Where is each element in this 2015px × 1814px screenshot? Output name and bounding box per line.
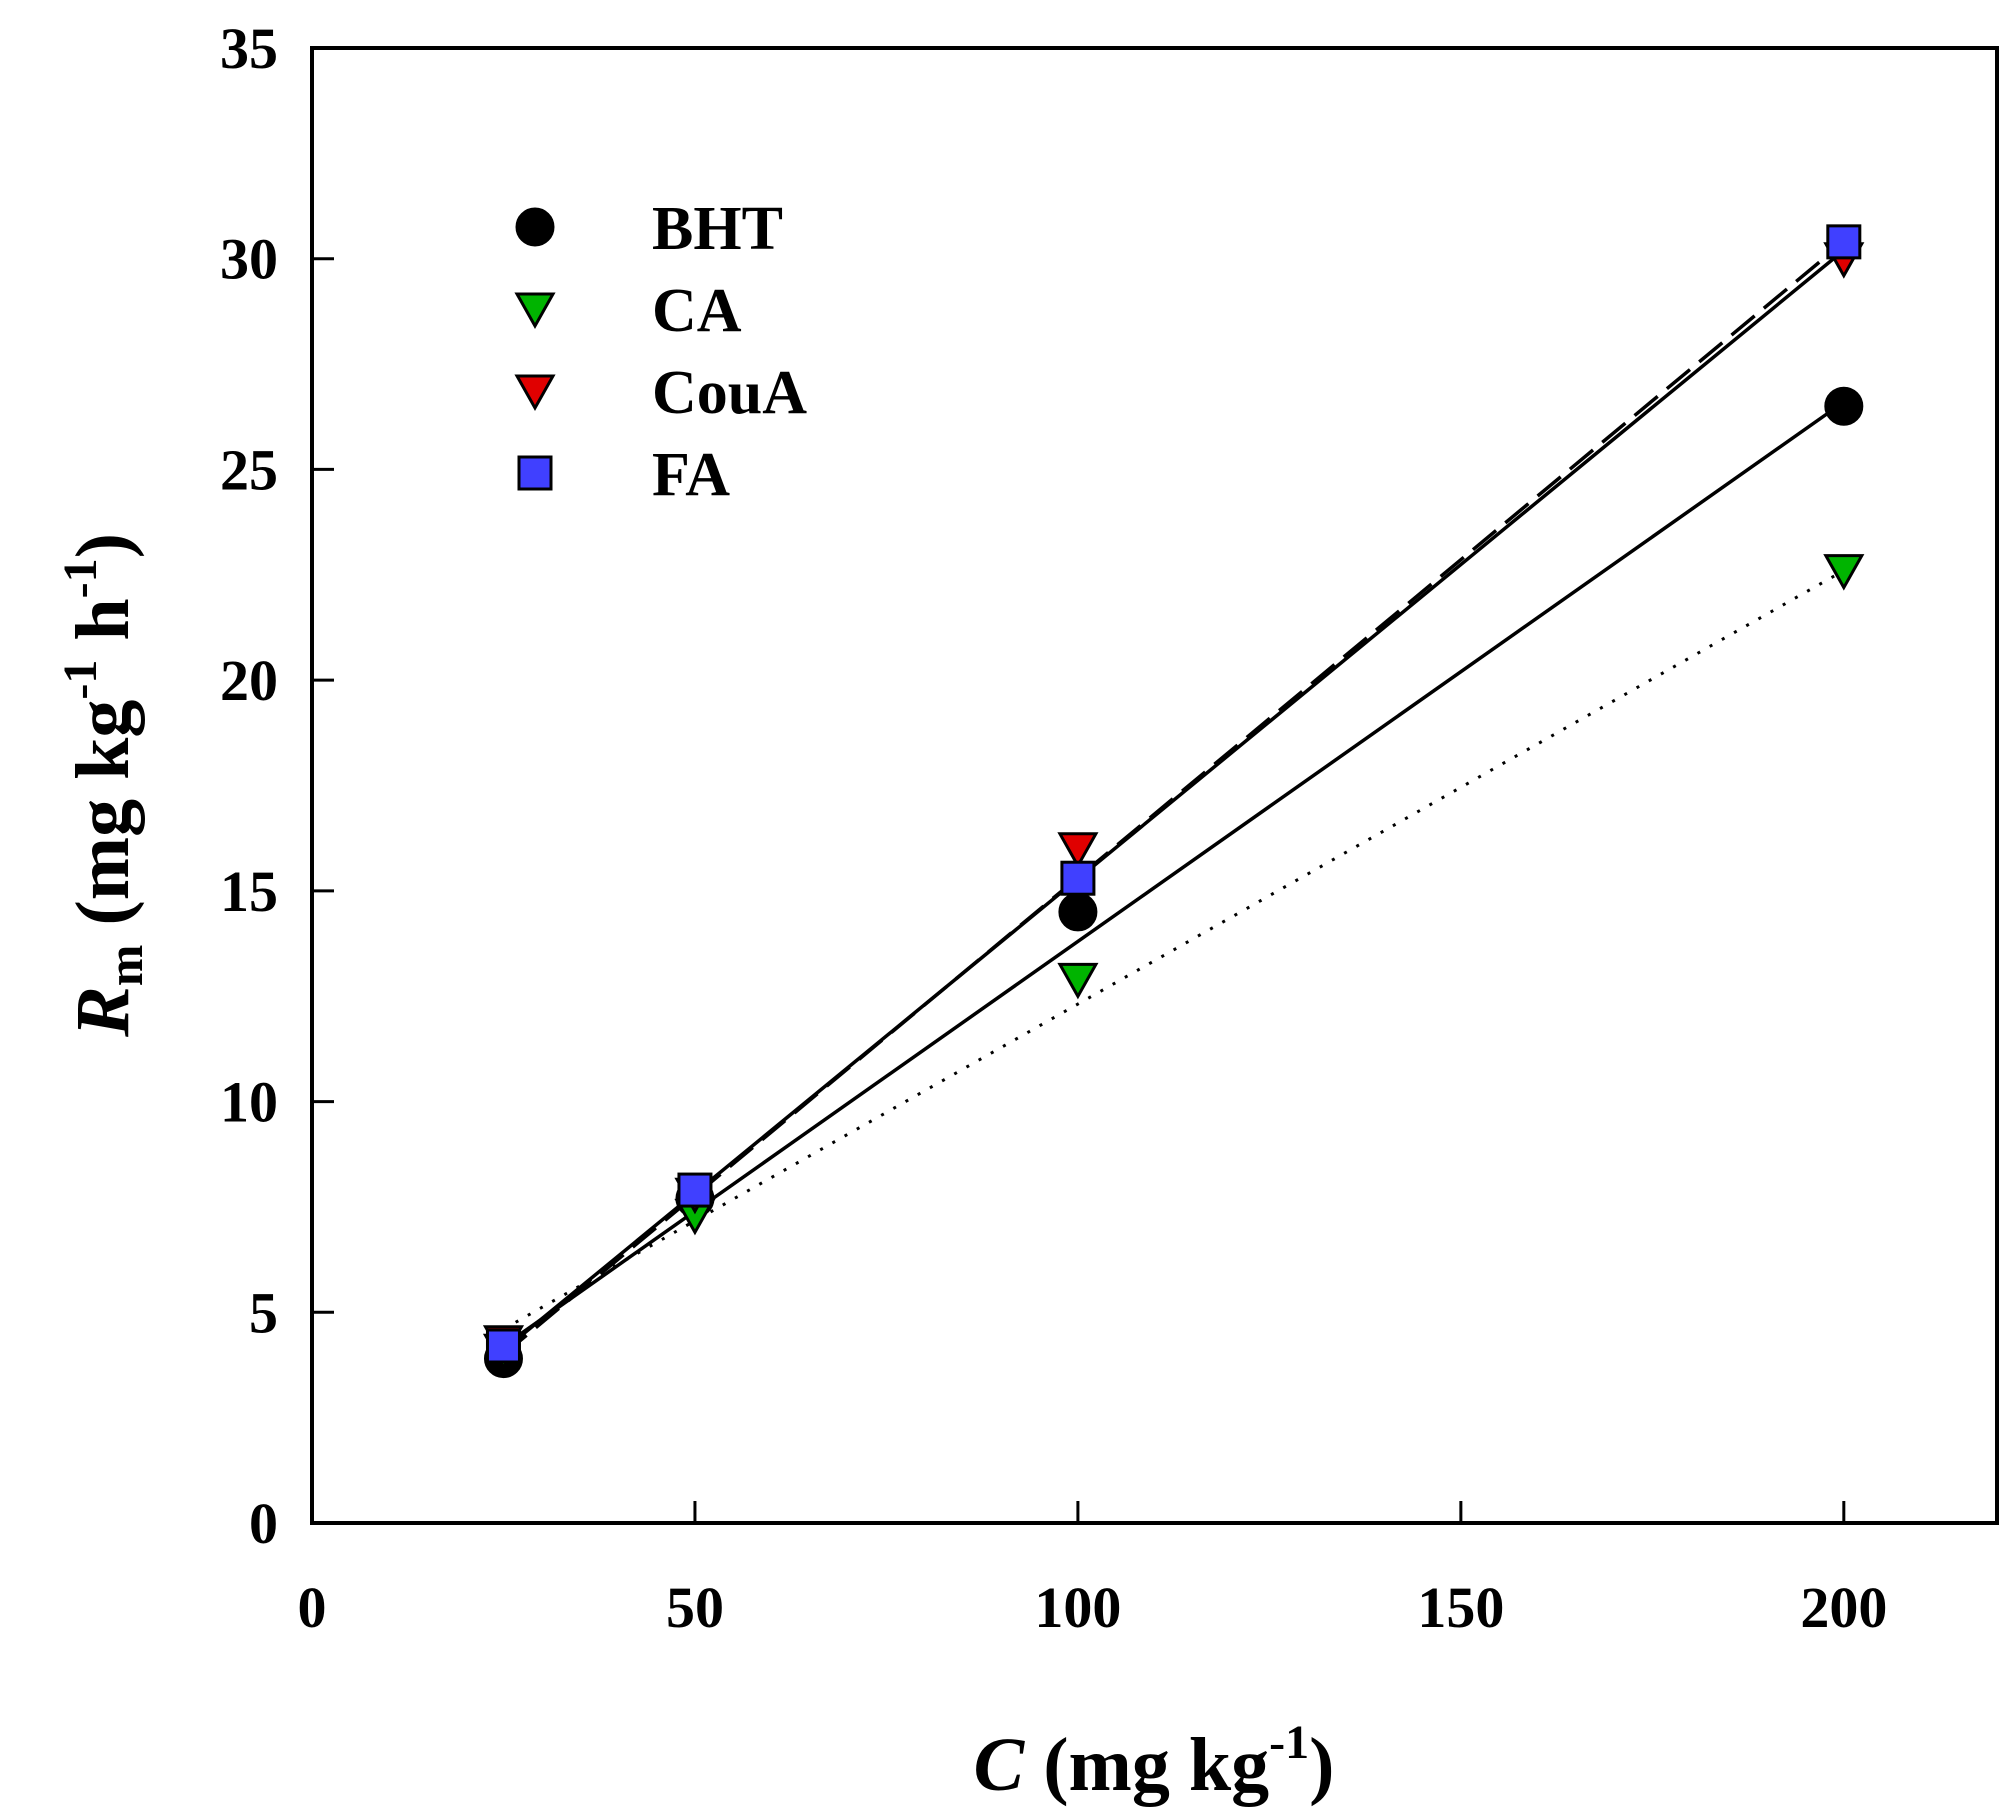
y-tick-label: 30 bbox=[220, 227, 278, 292]
legend-label-bht: BHT bbox=[652, 195, 783, 263]
y-tick-label: 5 bbox=[249, 1280, 278, 1345]
y-axis-title: Rm (mg kg-1 h-1) bbox=[54, 533, 153, 1038]
fit-line-bht bbox=[502, 400, 1845, 1348]
y-axis-var: R bbox=[61, 986, 145, 1038]
y-tick-label: 0 bbox=[249, 1491, 278, 1556]
x-tick-label: 200 bbox=[1800, 1575, 1887, 1640]
legend-marker-ca bbox=[514, 292, 556, 330]
y-axis-unit: (mg kg bbox=[61, 700, 145, 945]
fit-line-fa bbox=[502, 248, 1845, 1352]
y-tick-label: 15 bbox=[220, 859, 278, 924]
point-fa bbox=[485, 1328, 521, 1364]
y-axis-close: ) bbox=[61, 533, 145, 558]
legend-label-ca: CA bbox=[652, 277, 742, 345]
x-axis-title: C (mg kg-1) bbox=[974, 1716, 1335, 1807]
data-markers bbox=[482, 224, 1865, 1379]
point-bht bbox=[1058, 892, 1098, 932]
point-ca bbox=[1823, 554, 1865, 591]
y-tick-label: 35 bbox=[220, 16, 278, 81]
point-coua bbox=[1057, 832, 1099, 869]
point-fa bbox=[1826, 224, 1862, 260]
y-axis: 0 5 10 15 20 25 30 35 bbox=[220, 16, 334, 1556]
x-axis: 0 50 100 150 200 bbox=[298, 1501, 1887, 1640]
point-fa bbox=[677, 1172, 713, 1208]
y-tick-label: 10 bbox=[220, 1070, 278, 1135]
legend-marker-fa bbox=[517, 455, 553, 491]
legend: BHT CA CouA FA bbox=[514, 195, 807, 509]
x-axis-close: ) bbox=[1309, 1723, 1334, 1807]
fit-lines bbox=[502, 240, 1845, 1356]
y-axis-unit-exp2: -1 bbox=[54, 558, 107, 598]
x-tick-label: 150 bbox=[1417, 1575, 1504, 1640]
x-axis-unit: (mg kg bbox=[1024, 1723, 1269, 1807]
point-fa bbox=[1060, 860, 1096, 896]
legend-label-fa: FA bbox=[652, 441, 730, 509]
y-tick-label: 25 bbox=[220, 437, 278, 502]
x-tick-label: 50 bbox=[666, 1575, 724, 1640]
x-tick-label: 100 bbox=[1034, 1575, 1121, 1640]
point-bht bbox=[1824, 386, 1864, 426]
y-axis-mid: h bbox=[61, 598, 145, 659]
plot-frame bbox=[310, 46, 1999, 1525]
fit-line-coua bbox=[502, 240, 1845, 1356]
legend-label-coua: CouA bbox=[652, 359, 807, 427]
y-axis-unit-exp1: -1 bbox=[54, 660, 107, 700]
x-tick-label: 0 bbox=[298, 1575, 327, 1640]
point-ca bbox=[1057, 962, 1099, 1000]
x-axis-unit-exp: -1 bbox=[1269, 1716, 1309, 1769]
legend-marker-coua bbox=[514, 374, 556, 412]
x-axis-var: C bbox=[974, 1723, 1026, 1807]
y-tick-label: 20 bbox=[220, 648, 278, 713]
y-axis-sub: m bbox=[97, 945, 153, 987]
legend-marker-bht bbox=[515, 207, 555, 247]
fit-line-ca bbox=[502, 569, 1845, 1331]
